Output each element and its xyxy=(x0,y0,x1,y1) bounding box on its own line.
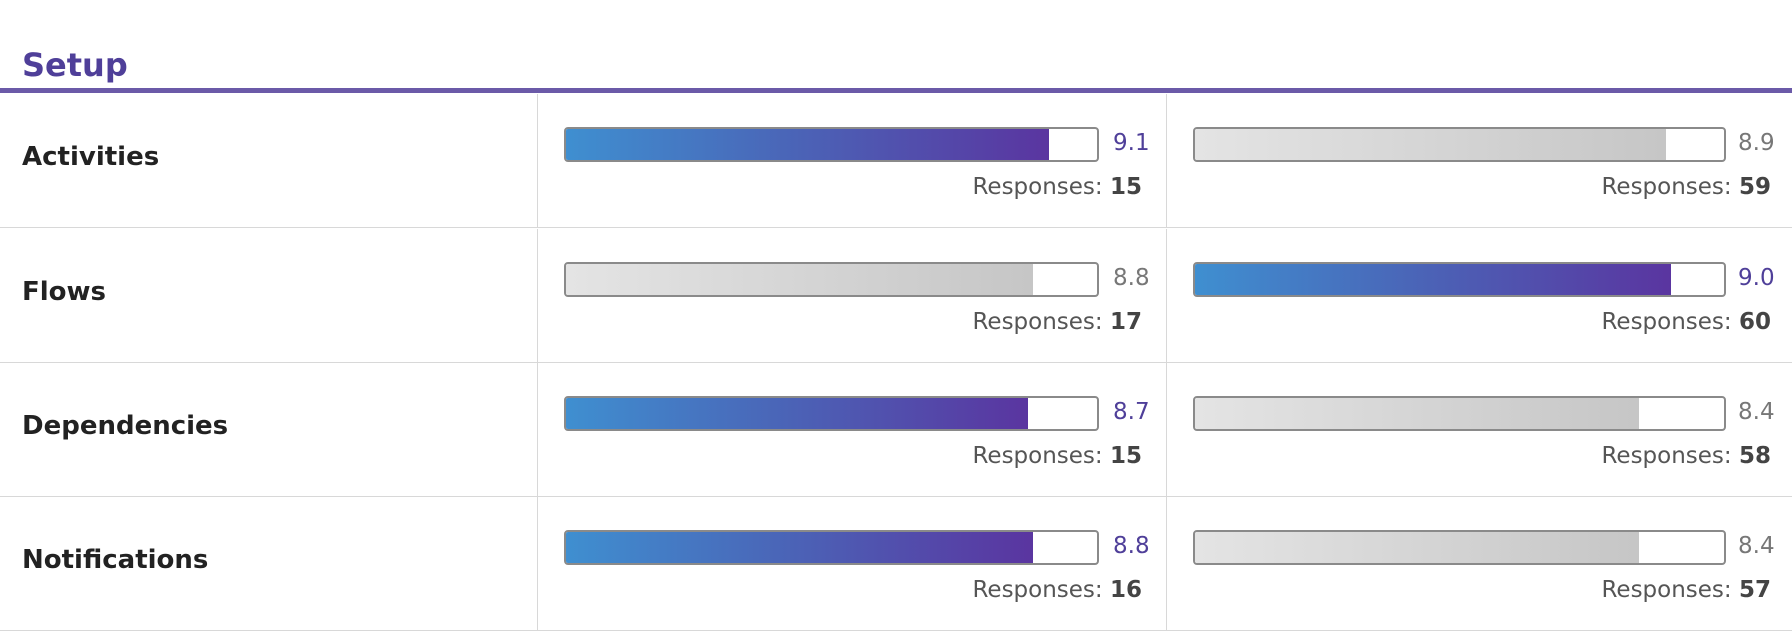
responses-count: 59 xyxy=(1738,174,1771,200)
score-cell: 8.8 Responses: 16 xyxy=(537,497,1166,631)
score-cell: 8.4 Responses: 57 xyxy=(1166,497,1792,631)
responses-label: Responses: xyxy=(1601,174,1732,200)
score-track xyxy=(1193,127,1726,162)
row-label: Dependencies xyxy=(22,411,229,441)
score-value: 8.8 xyxy=(1113,265,1150,291)
responses: Responses: 15 xyxy=(972,174,1142,200)
responses-count: 58 xyxy=(1738,443,1771,469)
table-row: Notifications 8.8 Responses: 16 8.4 Response… xyxy=(0,497,1792,631)
responses: Responses: 17 xyxy=(972,309,1142,335)
responses-label: Responses: xyxy=(972,174,1103,200)
responses: Responses: 58 xyxy=(1601,443,1771,469)
section-title: Setup xyxy=(22,46,128,84)
score-bar xyxy=(566,398,1028,429)
responses: Responses: 15 xyxy=(972,443,1142,469)
score-track xyxy=(564,530,1099,565)
score-bar xyxy=(1195,398,1640,429)
score-cell: 8.4 Responses: 58 xyxy=(1166,363,1792,497)
score-value: 9.0 xyxy=(1738,265,1775,291)
responses: Responses: 57 xyxy=(1601,577,1771,603)
responses-count: 15 xyxy=(1109,174,1142,200)
responses: Responses: 16 xyxy=(972,577,1142,603)
score-value: 8.8 xyxy=(1113,533,1150,559)
score-cell: 9.0 Responses: 60 xyxy=(1166,229,1792,363)
score-track xyxy=(1193,530,1726,565)
responses-label: Responses: xyxy=(1601,577,1732,603)
row-label: Notifications xyxy=(22,545,209,575)
score-cell: 8.9 Responses: 59 xyxy=(1166,94,1792,228)
responses-count: 57 xyxy=(1738,577,1771,603)
score-value: 8.9 xyxy=(1738,130,1775,156)
score-value: 9.1 xyxy=(1113,130,1150,156)
score-value: 8.4 xyxy=(1738,533,1775,559)
responses-count: 16 xyxy=(1109,577,1142,603)
score-track xyxy=(564,127,1099,162)
responses-label: Responses: xyxy=(972,443,1103,469)
score-cell: 8.7 Responses: 15 xyxy=(537,363,1166,497)
responses-label: Responses: xyxy=(1601,309,1732,335)
responses: Responses: 60 xyxy=(1601,309,1771,335)
score-track xyxy=(564,262,1099,297)
responses-count: 60 xyxy=(1738,309,1771,335)
responses-label: Responses: xyxy=(1601,443,1732,469)
score-bar xyxy=(1195,129,1666,160)
score-track xyxy=(564,396,1099,431)
score-cell: 9.1 Responses: 15 xyxy=(537,94,1166,228)
score-cell: 8.8 Responses: 17 xyxy=(537,229,1166,363)
responses: Responses: 59 xyxy=(1601,174,1771,200)
table-row: Dependencies 8.7 Responses: 15 8.4 Responses… xyxy=(0,363,1792,497)
score-bar xyxy=(566,264,1034,295)
score-track xyxy=(1193,396,1726,431)
section-rule xyxy=(0,88,1792,93)
row-label: Activities xyxy=(22,142,160,172)
responses-count: 15 xyxy=(1109,443,1142,469)
responses-label: Responses: xyxy=(972,309,1103,335)
table-row: Flows 8.8 Responses: 17 9.0 Responses: 60 xyxy=(0,229,1792,363)
score-value: 8.7 xyxy=(1113,399,1150,425)
responses-label: Responses: xyxy=(972,577,1103,603)
score-bar xyxy=(566,129,1050,160)
responses-count: 17 xyxy=(1109,309,1142,335)
score-bar xyxy=(566,532,1034,563)
row-label: Flows xyxy=(22,277,107,307)
score-bar xyxy=(1195,264,1672,295)
score-value: 8.4 xyxy=(1738,399,1775,425)
score-bar xyxy=(1195,532,1640,563)
table-row: Activities 9.1 Responses: 15 8.9 Responses: … xyxy=(0,94,1792,228)
score-track xyxy=(1193,262,1726,297)
